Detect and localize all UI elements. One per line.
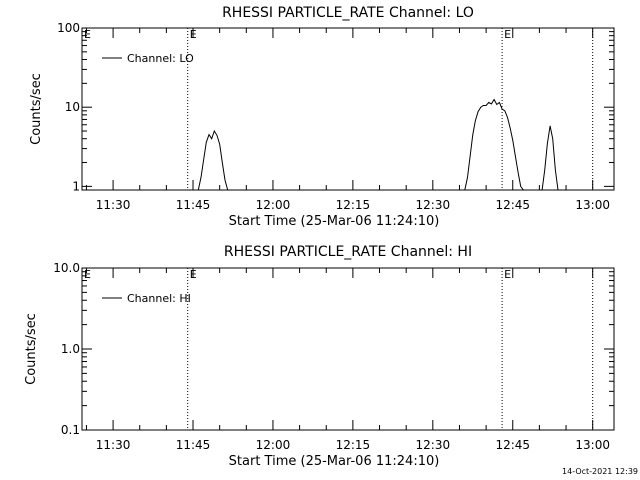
legend-label: Channel: LO	[127, 52, 194, 65]
chart-panel-2: RHESSI PARTICLE_RATE Channel: HI 0.1 1.0 10…	[24, 244, 615, 469]
x-tick-label: 13:00	[575, 438, 610, 452]
event-marker-label: E	[504, 28, 511, 41]
x-tick-label: 12:30	[416, 438, 451, 452]
y-tick-label: 10	[65, 100, 80, 114]
y-tick-label: 10.0	[53, 261, 80, 275]
x-tick-label: 12:00	[256, 198, 291, 212]
y-tick-label: 100	[57, 21, 80, 35]
chart-panel-1: RHESSI PARTICLE_RATE Channel: LO 1 10 100 11…	[29, 5, 615, 229]
event-marker-label: E	[84, 28, 91, 41]
y-tick-label: 0.1	[61, 423, 80, 437]
y-tick-label: 1.0	[61, 342, 80, 356]
event-marker-label: E	[84, 268, 91, 281]
x-tick-label: 12:45	[495, 198, 530, 212]
plot-frame	[81, 27, 615, 191]
x-axis-label: Start Time (25-Mar-06 11:24:10)	[229, 214, 440, 229]
x-tick-label: 11:30	[96, 438, 131, 452]
x-tick-label: 11:30	[96, 198, 131, 212]
y-tick-label: 1	[72, 179, 80, 193]
x-axis-label: Start Time (25-Mar-06 11:24:10)	[229, 454, 440, 469]
chart-title: RHESSI PARTICLE_RATE Channel: HI	[224, 244, 472, 260]
x-tick-label: 12:45	[495, 438, 530, 452]
y-axis-label: Counts/sec	[24, 313, 39, 385]
x-tick-label: 11:45	[176, 438, 211, 452]
event-marker-label: E	[190, 28, 197, 41]
x-tick-label: 12:15	[336, 438, 371, 452]
series-line-1	[197, 98, 559, 191]
x-tick-label: 12:30	[416, 198, 451, 212]
legend-label: Channel: HI	[127, 292, 191, 305]
x-tick-label: 13:00	[575, 198, 610, 212]
x-tick-label: 12:00	[256, 438, 291, 452]
event-marker-label: E	[504, 268, 511, 281]
chart-title: RHESSI PARTICLE_RATE Channel: LO	[222, 5, 474, 21]
y-axis-label: Counts/sec	[29, 73, 44, 145]
x-tick-label: 12:15	[336, 198, 371, 212]
event-marker-label: E	[190, 268, 197, 281]
footer-timestamp: 14-Oct-2021 12:39	[562, 467, 638, 476]
x-tick-label: 11:45	[176, 198, 211, 212]
